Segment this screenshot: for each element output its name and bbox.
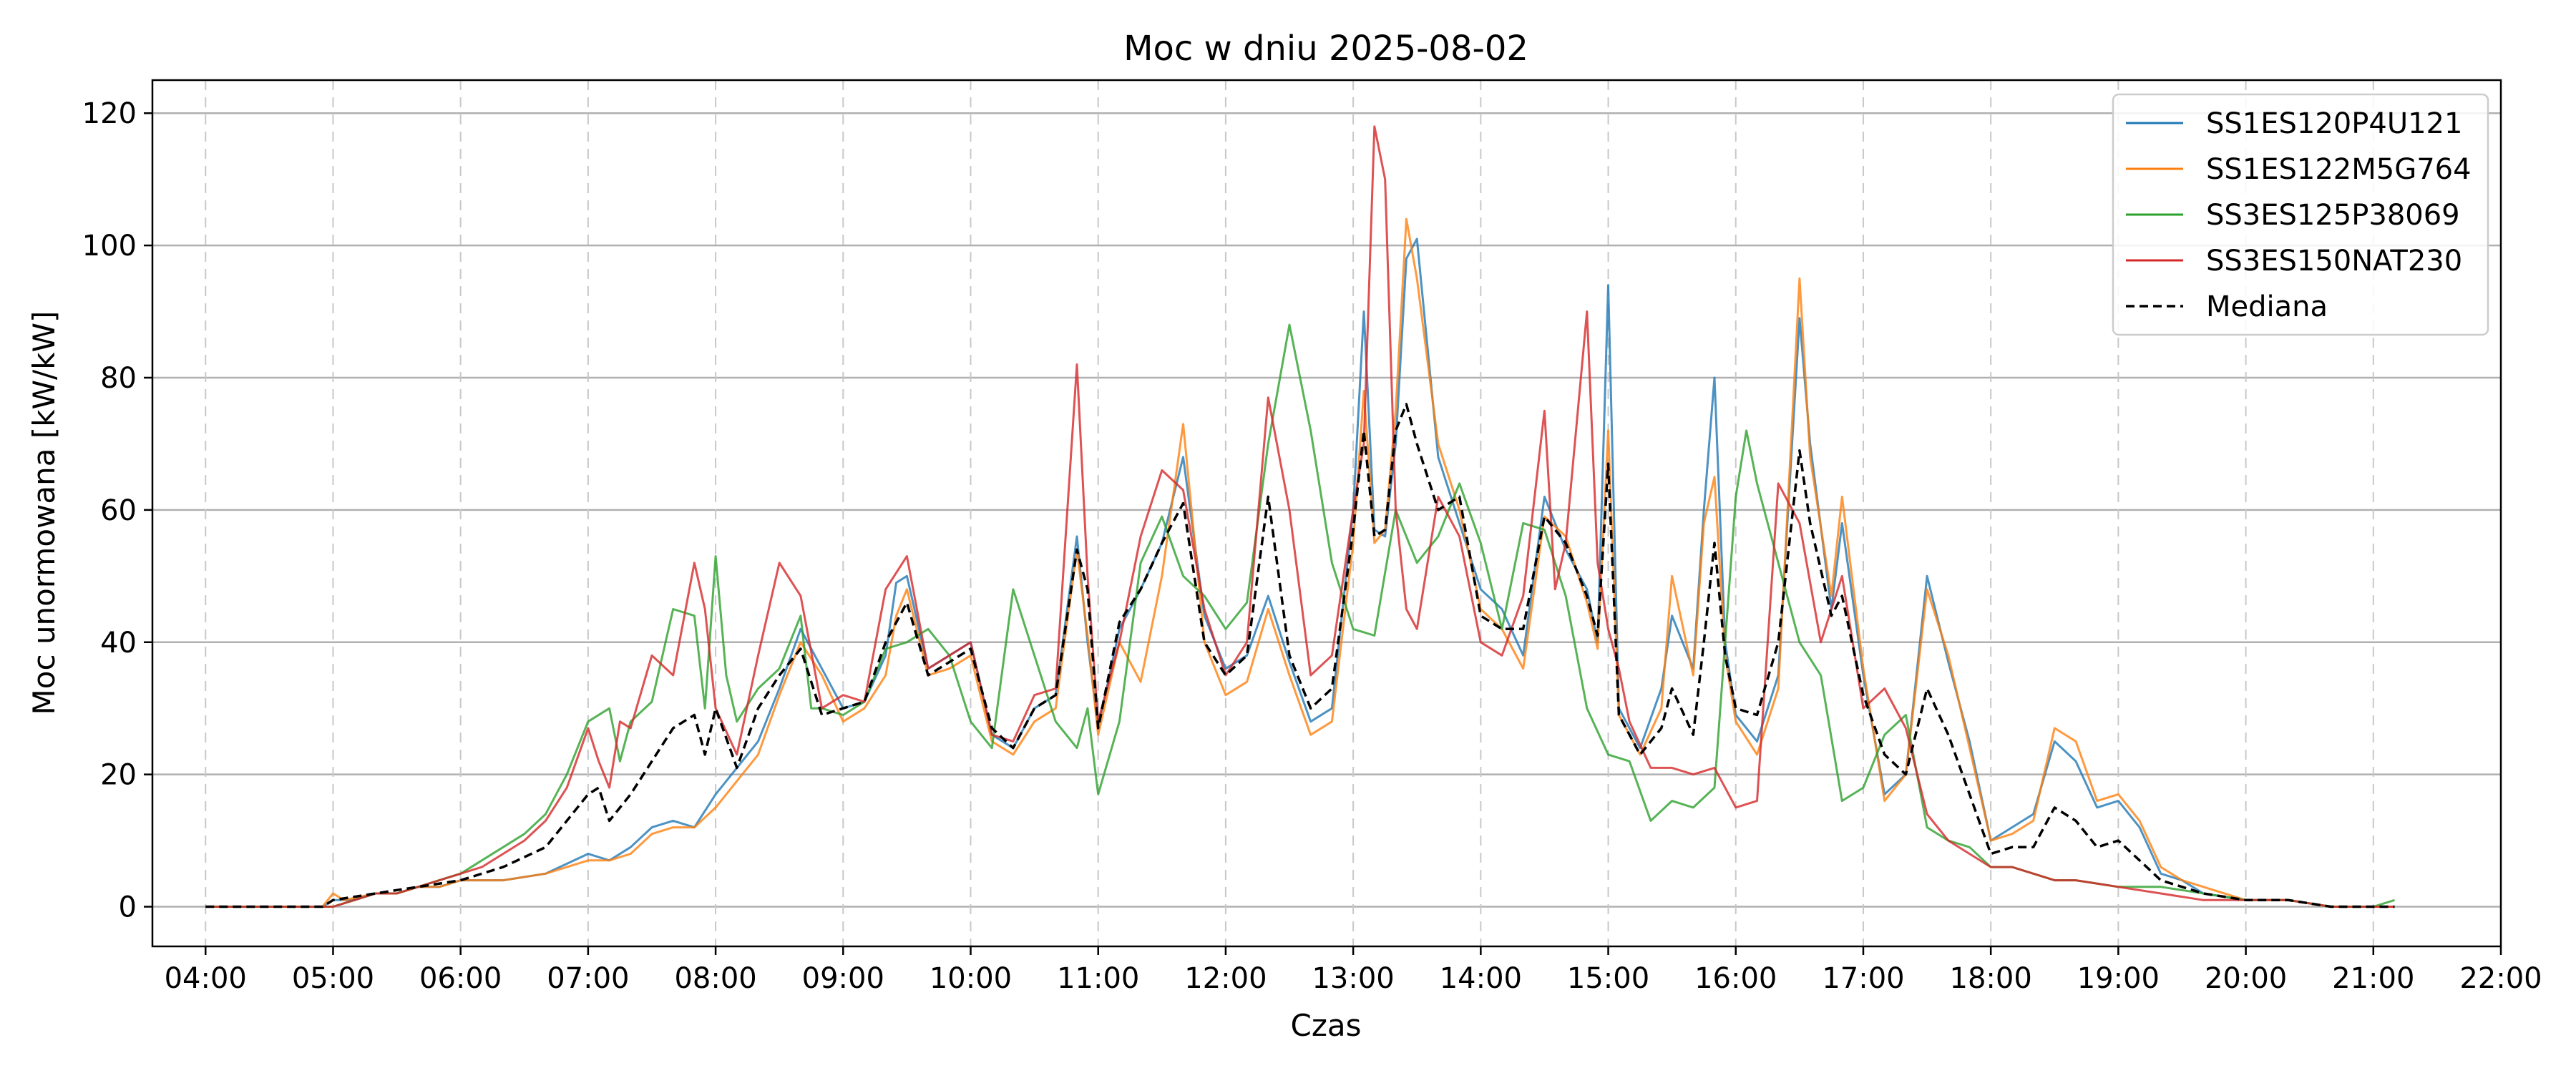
x-tick-label: 16:00 [1694,962,1777,995]
x-tick-label: 04:00 [165,962,247,995]
legend-label: SS1ES120P4U121 [2206,107,2462,140]
y-tick-label: 20 [100,759,137,792]
series-line-ss3es125p38069 [205,323,2395,908]
x-axis-label: Czas [1291,1008,1362,1043]
legend-label: SS3ES150NAT230 [2206,245,2462,278]
x-tick-label: 15:00 [1567,962,1649,995]
y-tick-label: 40 [100,627,137,660]
y-tick-label: 100 [82,230,137,263]
series-line-mediana [205,403,2395,908]
x-tick-label: 17:00 [1822,962,1904,995]
x-tick-label: 06:00 [419,962,502,995]
x-tick-label: 07:00 [547,962,629,995]
plot-area [205,125,2395,908]
y-axis: 0 20 40 60 80 100 120 [82,97,152,924]
y-tick-label: 0 [119,891,137,924]
x-tick-label: 09:00 [802,962,884,995]
x-tick-label: 22:00 [2459,962,2542,995]
x-tick-label: 10:00 [930,962,1012,995]
x-tick-label: 18:00 [1950,962,2032,995]
x-axis: 04:00 05:00 06:00 07:00 08:00 09:00 10:00 11:00… [165,946,2542,995]
x-tick-label: 20:00 [2205,962,2287,995]
grid [152,80,2502,946]
x-tick-label: 14:00 [1440,962,1522,995]
plot-frame [151,79,2502,948]
y-tick-label: 120 [82,97,137,130]
x-tick-label: 08:00 [674,962,756,995]
y-axis-label: Moc unormowana [kW/kW] [26,311,62,715]
x-tick-label: 05:00 [292,962,374,995]
y-tick-label: 60 [100,494,137,527]
legend-box [2112,93,2489,336]
legend-label: Mediana [2206,290,2328,323]
chart-title: Moc w dniu 2025-08-02 [1123,29,1528,69]
x-tick-label: 11:00 [1057,962,1139,995]
series-line-ss1es122m5g764 [205,217,2395,908]
x-tick-label: 19:00 [2077,962,2160,995]
series-line-ss3es150nat230 [205,125,2395,908]
x-tick-label: 13:00 [1312,962,1394,995]
x-tick-label: 12:00 [1184,962,1267,995]
legend-label: SS1ES122M5G764 [2206,153,2472,186]
y-tick-label: 80 [100,362,137,395]
legend-label: SS3ES125P38069 [2206,199,2460,232]
x-tick-label: 21:00 [2332,962,2414,995]
legend: SS1ES120P4U121 SS1ES122M5G764 SS3ES125P380… [2112,93,2489,336]
